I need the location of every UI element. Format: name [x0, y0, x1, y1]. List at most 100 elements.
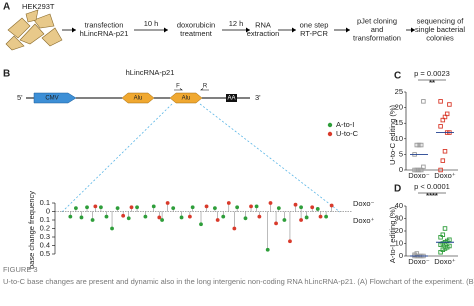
data-point: [421, 99, 426, 104]
legend-label: U-to-C: [336, 129, 359, 138]
element-label: Alu: [134, 96, 143, 102]
lollipop-head: [329, 203, 334, 208]
alu-box: [121, 92, 155, 104]
panel-label: D: [394, 184, 401, 195]
lollipop-head: [179, 215, 184, 220]
y-tick-label: 15: [395, 118, 403, 127]
three-prime: 3': [255, 93, 261, 102]
gene-name: hLincRNA-p21: [126, 68, 175, 77]
arrow-head: [346, 27, 350, 33]
caption-label: FIGURE 3: [3, 265, 38, 274]
y-axis-label: A-to-I editing (%): [388, 206, 397, 263]
stars: ****: [426, 191, 438, 200]
element-label: AA: [227, 96, 235, 102]
data-point: [442, 149, 448, 154]
lollipop-head: [318, 214, 323, 219]
lollipop-head: [274, 221, 278, 226]
lollipop-head: [226, 201, 231, 205]
lollipop-head: [190, 205, 195, 210]
y-tick-label: 0.3: [40, 232, 50, 241]
stars: **: [429, 78, 435, 87]
lollipop-head: [143, 214, 148, 219]
lollipop-head: [299, 218, 303, 222]
caption-text: U-to-C base changes are present and dyna…: [3, 277, 474, 286]
lollipop-head: [315, 207, 320, 211]
step-text: single bacterial: [415, 25, 465, 34]
y-tick-label: 0.2: [40, 223, 50, 232]
lollipop-head: [93, 204, 98, 209]
lollipop-head: [157, 215, 162, 220]
y-tick-label: 0: [399, 251, 403, 260]
step-text: transformation: [353, 33, 401, 42]
data-point: [447, 243, 452, 249]
y-tick-label: 40: [395, 201, 403, 210]
lollipop-head: [204, 204, 209, 209]
primer-arrow: [174, 88, 183, 91]
step-text: transfection: [85, 21, 124, 30]
panel-label: B: [3, 69, 10, 80]
lollipop-head: [90, 218, 95, 222]
step-text: hLincRNA-p21: [80, 29, 129, 38]
cmv-box: [33, 92, 77, 104]
lollipop-head: [249, 204, 253, 209]
arrow-label: 12 h: [229, 19, 244, 28]
arrow-head: [72, 27, 76, 33]
lollipop-head: [129, 205, 134, 210]
lollipop-head: [299, 205, 303, 210]
lollipop-head: [288, 239, 292, 244]
lollipop-head: [104, 214, 109, 219]
lollipop-head: [293, 202, 298, 207]
p-value: p < 0.0001: [414, 182, 450, 191]
y-tick-label: 0.1: [40, 198, 50, 207]
primer-label: R: [203, 84, 208, 90]
element-label: Alu: [182, 96, 191, 102]
step-text: RNA: [255, 21, 271, 30]
polya-box: [226, 94, 237, 102]
category-label: Doxo⁻: [408, 171, 430, 180]
lollipop-head: [282, 218, 287, 222]
lollipop-head: [215, 218, 220, 222]
zoom-line: [61, 103, 173, 213]
data-point: [414, 251, 420, 256]
legend-marker: [327, 122, 333, 128]
group-label: Doxo⁻: [353, 199, 375, 208]
arrow-head: [411, 27, 415, 33]
lollipop-head: [121, 213, 126, 218]
y-tick-label: 0: [399, 165, 403, 174]
lollipop-head: [79, 215, 84, 220]
y-axis-label: base change frequency: [27, 191, 36, 269]
step-text: doxorubicin: [177, 21, 215, 30]
alu-box: [169, 92, 203, 104]
lollipop-head: [99, 205, 103, 210]
y-tick-label: 0: [46, 206, 50, 215]
lollipop-head: [171, 206, 176, 211]
category-label: Doxo⁻: [408, 257, 430, 266]
y-tick-label: 10: [395, 134, 403, 143]
y-tick-label: 30: [395, 213, 403, 222]
step-text: pJet cloning: [357, 16, 397, 25]
y-tick-label: 25: [395, 87, 403, 96]
lollipop-head: [243, 216, 248, 221]
data-point: [447, 102, 452, 107]
lollipop-head: [151, 204, 156, 209]
step-text: one step: [300, 21, 329, 30]
lollipop-head: [221, 214, 226, 219]
lollipop-head: [160, 218, 164, 222]
step-text: extraction: [247, 29, 280, 38]
step-text: treatment: [180, 29, 213, 38]
lollipop-head: [187, 214, 192, 219]
lollipop-head: [213, 206, 217, 211]
data-point: [444, 111, 450, 117]
five-prime: 5': [17, 93, 23, 102]
lollipop-head: [265, 247, 270, 252]
lollipop-head: [126, 216, 131, 221]
lollipop-head: [115, 206, 120, 211]
group-label: Doxo⁺: [353, 216, 375, 225]
lollipop-head: [304, 215, 309, 220]
lollipop-head: [276, 206, 281, 211]
lollipop-head: [310, 205, 315, 210]
y-tick-label: 10: [395, 238, 403, 247]
lollipop-head: [232, 226, 237, 231]
y-tick-label: 0.1: [40, 215, 50, 224]
